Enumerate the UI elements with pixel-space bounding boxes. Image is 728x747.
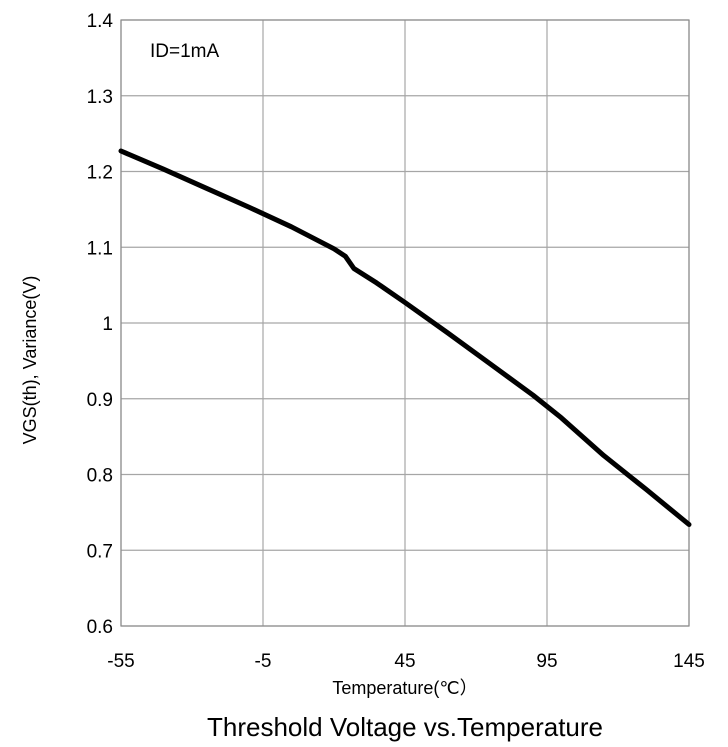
x-tick-label: 95 xyxy=(536,651,557,672)
x-axis-label: Temperature(℃） xyxy=(332,678,477,698)
y-tick-label: 1.3 xyxy=(87,87,113,108)
y-tick-label: 0.8 xyxy=(87,466,113,487)
plot-frame xyxy=(120,19,690,627)
annotation-label: ID=1mA xyxy=(150,41,219,62)
x-tick-labels: -55 -5 45 95 145 xyxy=(107,651,705,672)
y-tick-labels: 0.6 0.7 0.8 0.9 1 1.1 1.2 1.3 1.4 xyxy=(87,11,114,638)
series-line xyxy=(118,148,692,527)
chart-title: Threshold Voltage vs.Temperature xyxy=(207,712,603,742)
y-tick-label: 1.4 xyxy=(87,11,114,32)
y-tick-label: 0.7 xyxy=(87,541,113,562)
y-tick-label: 1.1 xyxy=(87,238,113,259)
y-tick-label: 1.2 xyxy=(87,163,113,184)
x-tick-label: -55 xyxy=(107,651,134,672)
y-tick-label: 1 xyxy=(102,314,113,335)
x-tick-label: -5 xyxy=(255,651,272,672)
y-axis-label: VGS(th), Variance(V) xyxy=(20,276,40,445)
x-tick-label: 45 xyxy=(394,651,415,672)
y-tick-label: 0.9 xyxy=(87,390,113,411)
series-layer xyxy=(118,148,692,527)
grid xyxy=(120,19,690,627)
y-tick-label: 0.6 xyxy=(87,617,113,638)
x-tick-label: 145 xyxy=(673,651,705,672)
